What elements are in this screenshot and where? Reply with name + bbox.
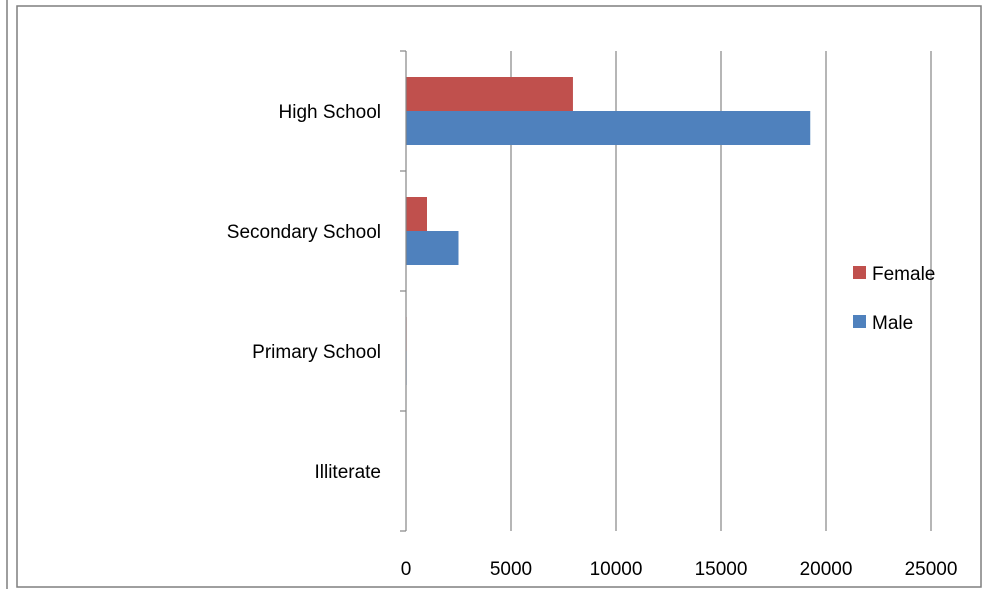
axes xyxy=(400,50,407,532)
bars xyxy=(406,77,811,385)
y-category-label-primary-school: Primary School xyxy=(252,342,381,363)
bar-male-high-school xyxy=(406,111,811,145)
legend-swatch-female xyxy=(853,266,866,279)
legend-label-male: Male xyxy=(872,313,913,334)
bar-female-secondary-school xyxy=(406,197,427,231)
y-category-label-illiterate: Illiterate xyxy=(314,462,381,483)
legend: Female Male xyxy=(853,264,935,334)
legend-label-female: Female xyxy=(872,264,935,285)
x-tick-label-0: 0 xyxy=(401,559,412,580)
labels: 0 5000 10000 15000 20000 25000 Illiterate Prima… xyxy=(227,102,958,580)
x-tick-label-25000: 25000 xyxy=(905,559,958,580)
y-category-label-high-school: High School xyxy=(279,102,381,123)
x-tick-label-10000: 10000 xyxy=(590,559,643,580)
x-tick-label-15000: 15000 xyxy=(695,559,748,580)
bar-male-secondary-school xyxy=(406,231,459,265)
bar-female-high-school xyxy=(406,77,573,111)
x-tick-label-20000: 20000 xyxy=(800,559,853,580)
y-category-label-secondary-school: Secondary School xyxy=(227,222,381,243)
legend-swatch-male xyxy=(853,315,866,328)
x-tick-label-5000: 5000 xyxy=(490,559,532,580)
